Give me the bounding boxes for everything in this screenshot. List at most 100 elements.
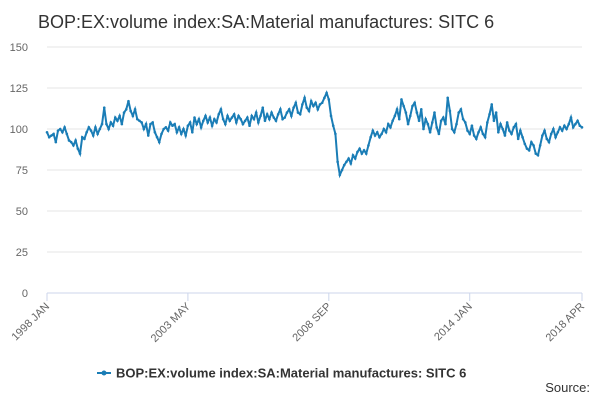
y-tick-label: 25	[16, 247, 28, 259]
data-point	[89, 129, 93, 132]
data-point	[47, 135, 51, 139]
data-point	[151, 121, 154, 124]
data-point	[320, 101, 324, 105]
x-tick-label: 2008 SEP	[290, 301, 334, 345]
data-point	[375, 130, 379, 134]
data-point	[426, 122, 430, 126]
x-tick-label: 2018 APR	[544, 301, 588, 345]
y-tick-label: 75	[16, 165, 28, 177]
data-point	[521, 135, 524, 139]
data-point	[122, 111, 126, 114]
data-point	[331, 124, 335, 128]
data-point	[204, 114, 207, 118]
data-point	[470, 124, 474, 128]
data-point	[100, 122, 104, 126]
data-point	[373, 134, 377, 137]
data-point	[259, 114, 262, 118]
data-point	[164, 126, 168, 129]
y-tick-label: 150	[10, 42, 28, 54]
data-point	[301, 103, 304, 106]
data-point	[124, 108, 128, 111]
data-point	[118, 114, 121, 118]
data-point	[257, 121, 260, 124]
data-point	[283, 116, 287, 119]
data-point	[444, 122, 447, 126]
data-point	[532, 144, 535, 147]
data-point	[468, 132, 472, 136]
data-point	[397, 117, 401, 121]
data-point	[186, 124, 190, 128]
data-point	[199, 126, 203, 129]
data-point	[505, 121, 509, 124]
data-point	[459, 108, 463, 111]
data-point	[146, 134, 150, 137]
data-point	[168, 121, 172, 124]
data-point	[219, 108, 223, 111]
data-point	[153, 130, 157, 134]
data-point	[371, 129, 375, 132]
data-point	[353, 157, 357, 160]
data-point	[439, 119, 443, 123]
data-point	[232, 112, 236, 116]
data-point	[294, 101, 298, 105]
data-point	[318, 103, 322, 106]
data-point	[120, 122, 124, 126]
data-point	[74, 139, 77, 142]
data-point	[193, 116, 196, 119]
data-point	[182, 127, 185, 131]
data-point	[107, 127, 110, 131]
data-point	[340, 168, 344, 172]
data-point	[415, 111, 419, 114]
legend-marker	[101, 370, 107, 376]
data-point	[252, 117, 256, 121]
data-point	[543, 129, 546, 132]
data-point	[382, 127, 386, 131]
data-point	[268, 117, 271, 121]
data-point	[69, 140, 73, 144]
data-point	[224, 122, 227, 126]
data-point	[422, 127, 425, 131]
data-point	[292, 106, 295, 109]
data-point	[453, 130, 456, 134]
data-point	[472, 134, 476, 137]
data-point	[202, 119, 205, 123]
data-point	[135, 117, 139, 121]
data-point	[461, 117, 465, 121]
data-point	[105, 122, 108, 126]
data-point	[380, 132, 383, 136]
data-point	[446, 96, 449, 100]
data-point	[419, 108, 423, 111]
data-point	[206, 121, 210, 124]
data-point	[580, 126, 584, 129]
data-point	[226, 114, 229, 118]
data-point	[56, 129, 60, 132]
data-point	[281, 117, 284, 121]
data-point	[45, 130, 49, 134]
data-point	[552, 127, 555, 131]
data-point	[279, 108, 282, 111]
data-point	[516, 137, 520, 141]
data-point	[347, 157, 350, 160]
data-point	[492, 119, 496, 123]
data-point	[54, 140, 58, 144]
data-point	[85, 130, 88, 134]
data-point	[52, 132, 55, 136]
data-point	[133, 108, 137, 111]
data-point	[116, 119, 119, 123]
data-point	[479, 126, 483, 129]
data-point	[285, 111, 289, 114]
data-point	[191, 130, 194, 134]
data-point	[336, 160, 339, 164]
data-point	[323, 96, 326, 100]
data-point	[76, 147, 80, 150]
source-label: Source:	[545, 380, 590, 395]
data-point	[305, 106, 309, 109]
data-point	[102, 106, 106, 109]
data-point	[58, 127, 62, 131]
data-point	[221, 117, 225, 121]
data-point	[464, 121, 467, 124]
data-point	[435, 126, 438, 129]
data-point	[287, 108, 291, 111]
data-point	[248, 124, 251, 128]
